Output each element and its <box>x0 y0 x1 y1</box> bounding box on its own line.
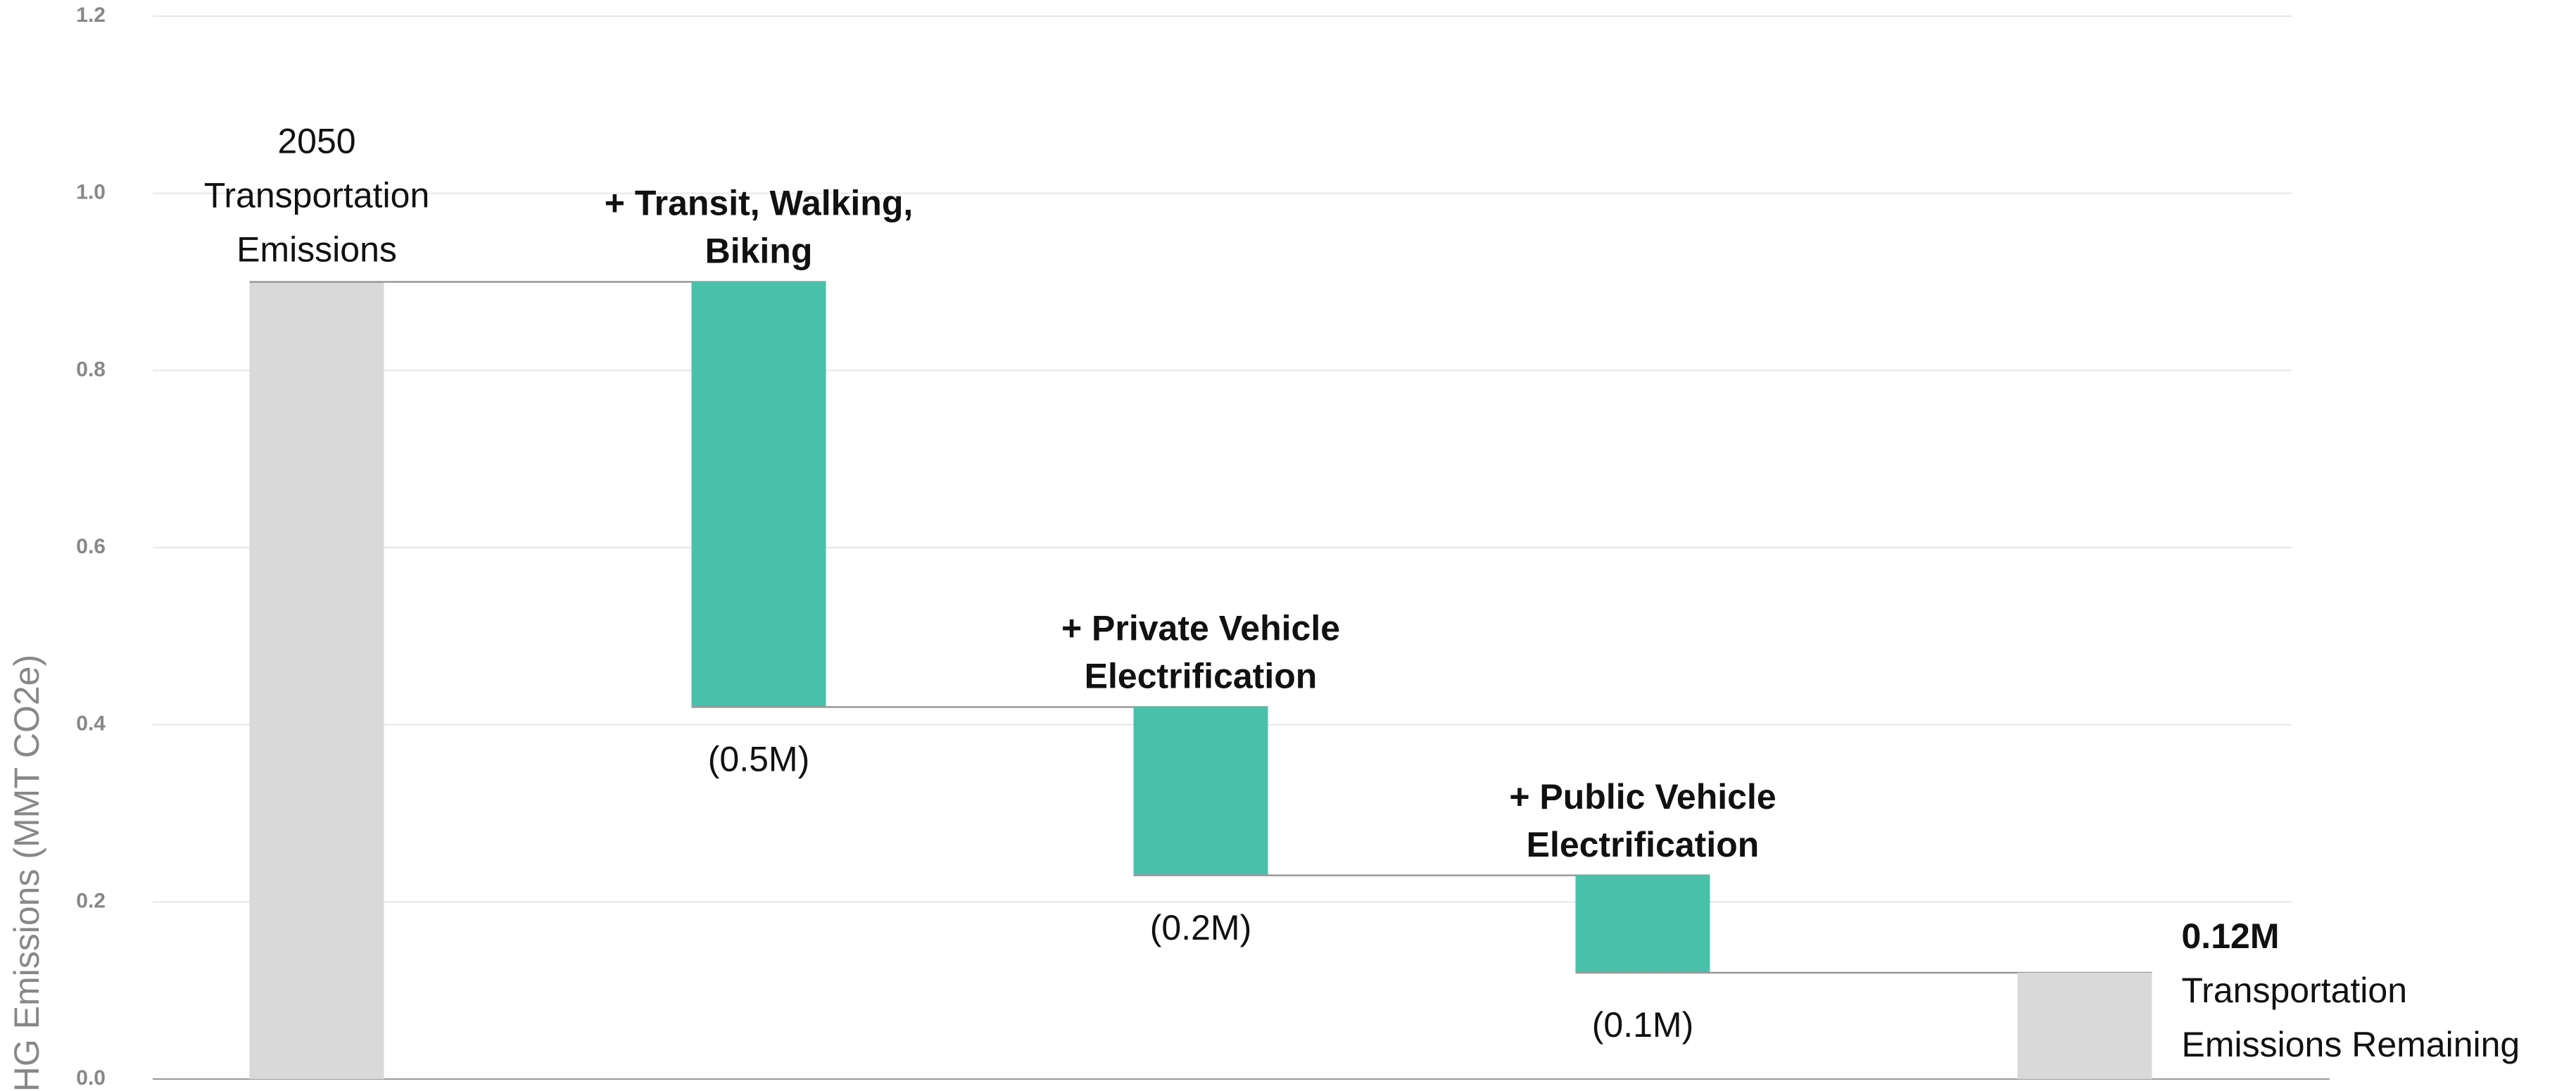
category-label: Transportation <box>2182 971 2408 1010</box>
category-label: + Private Vehicle <box>1061 609 1340 648</box>
value-label: 0.12M <box>2182 916 2280 956</box>
category-label: Transportation <box>204 176 430 215</box>
y-tick-label: 0.4 <box>76 712 106 736</box>
category-label: Emissions Remaining <box>2182 1025 2520 1064</box>
value-label: (0.2M) <box>1150 908 1251 947</box>
bar <box>1133 707 1268 876</box>
category-label: 2050 <box>277 122 355 161</box>
y-tick-label: 1.0 <box>76 181 106 204</box>
category-label: Electrification <box>1085 657 1318 696</box>
bar <box>2017 973 2152 1079</box>
y-tick-label: 0.0 <box>76 1066 106 1090</box>
bar <box>1575 875 1710 973</box>
value-label: (0.5M) <box>708 740 809 779</box>
y-tick-label: 0.6 <box>76 535 106 558</box>
category-label: + Public Vehicle <box>1509 777 1776 816</box>
category-label: Emissions <box>236 230 397 270</box>
y-axis-label: GHG Emissions (MMT CO2e) <box>7 655 46 1091</box>
bar <box>249 282 384 1079</box>
category-label: Biking <box>705 232 813 271</box>
category-label: Electrification <box>1527 825 1760 864</box>
y-tick-label: 0.8 <box>76 358 106 381</box>
y-tick-label: 0.2 <box>76 889 106 912</box>
y-tick-label: 1.2 <box>76 4 106 27</box>
category-label: + Transit, Walking, <box>605 184 914 223</box>
bar <box>691 282 826 707</box>
value-label: (0.1M) <box>1592 1005 1693 1045</box>
